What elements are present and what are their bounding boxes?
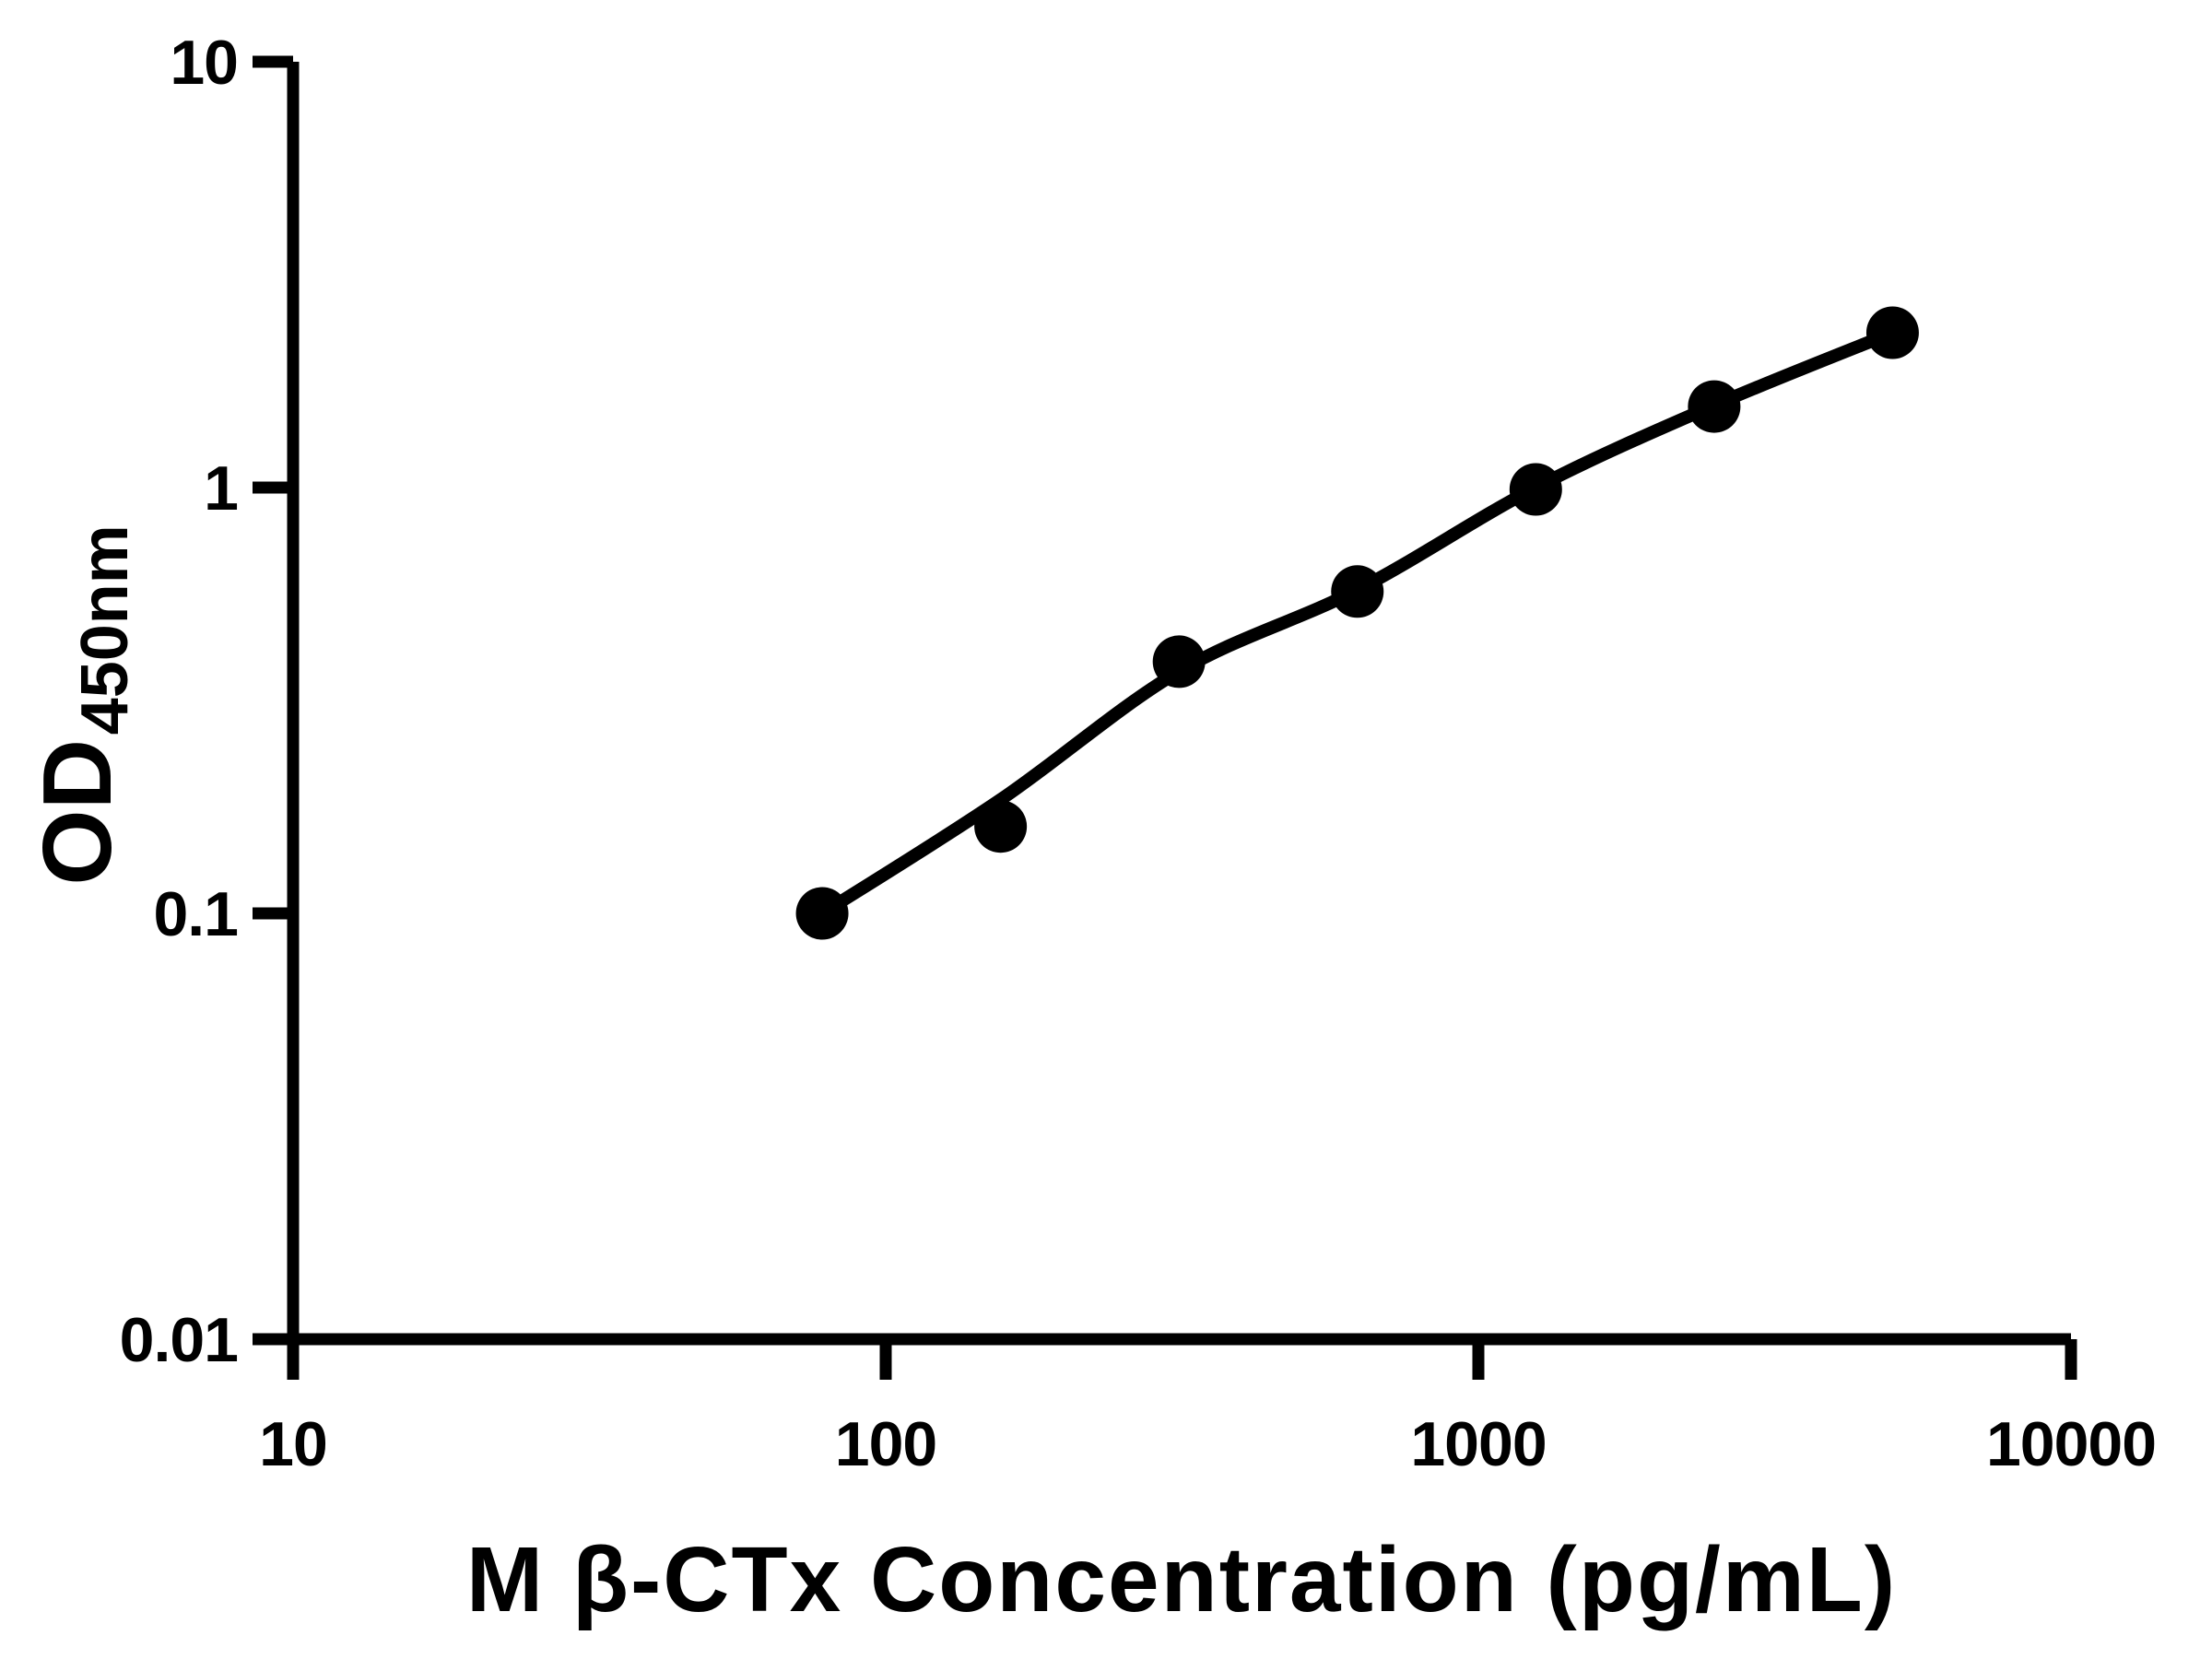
data-point [1152,635,1206,688]
x-tick-label: 10000 [1986,1409,2156,1479]
axes-layer: 10 100 1000 10000 10 1 0.1 0.01 [120,28,2157,1479]
axis-spine [287,62,2071,1346]
data-point [1865,306,1919,359]
y-tick-label: 0.01 [120,1305,238,1375]
data-point [795,887,849,940]
x-tick-label: 10 [259,1409,327,1479]
data-point [974,800,1028,853]
data-point [1509,463,1562,516]
y-tick-label: 0.1 [153,879,238,949]
y-tick-label: 10 [170,28,238,98]
y-tick-label: 1 [204,453,238,524]
x-axis-title: M β-CTx Concentration (pg/mL) [466,1528,1897,1631]
series-layer [795,306,1919,940]
x-tick-label: 100 [835,1409,936,1479]
data-point [1688,380,1741,433]
data-point [1331,565,1384,618]
y-axis-title-subscript: 450nm [68,524,142,735]
y-axis-title: OD 450nm [23,524,142,886]
x-tick-label: 1000 [1410,1409,1546,1479]
y-axis-title-main: OD [23,739,132,886]
